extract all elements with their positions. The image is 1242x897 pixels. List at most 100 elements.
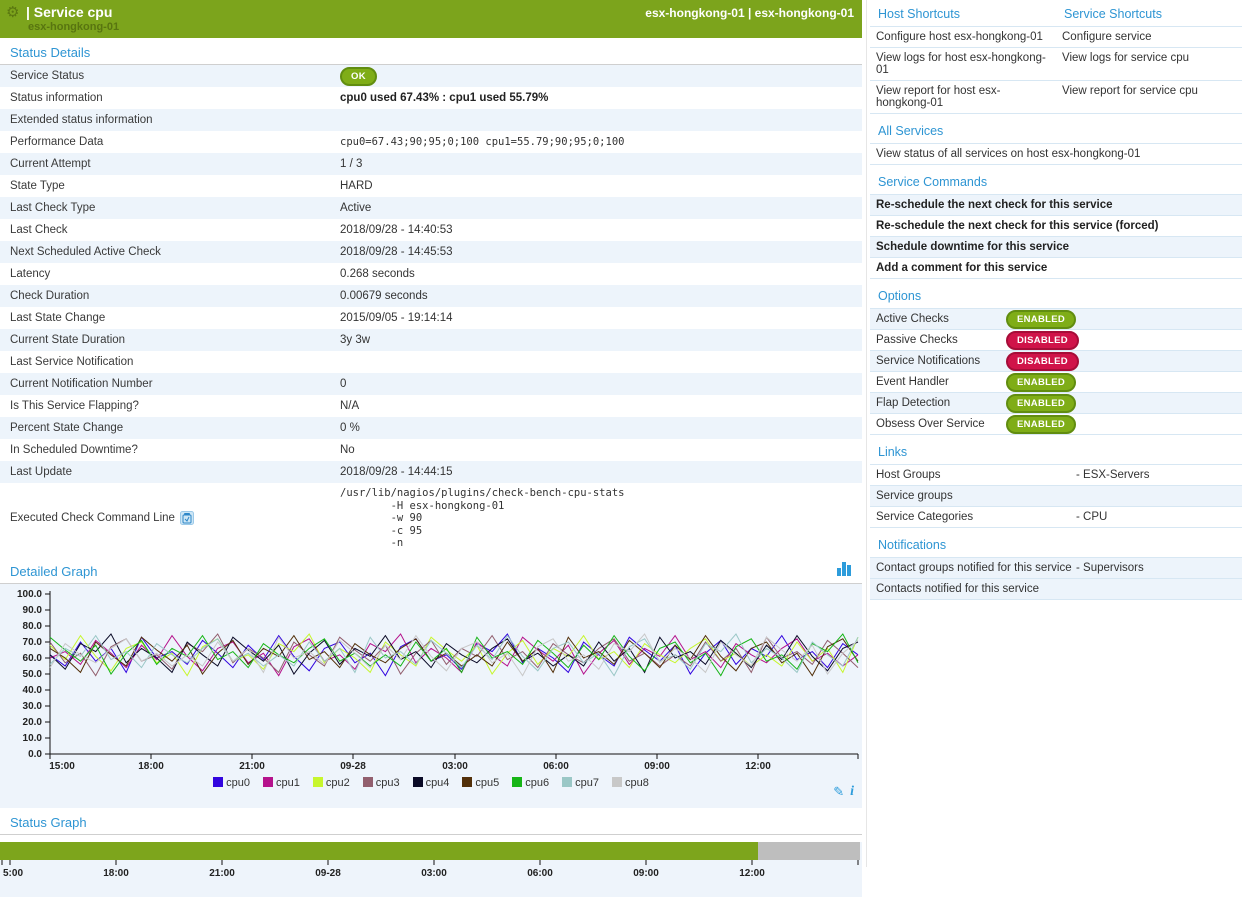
row-label: Last Check [0, 224, 340, 236]
edit-graph-icon[interactable]: ✎ [833, 783, 845, 799]
series-cpu2 [49, 632, 859, 677]
status-timeline-bar[interactable] [0, 841, 860, 860]
row-value: N/A [340, 400, 360, 412]
option-label: Active Checks [876, 313, 949, 325]
divider [0, 833, 862, 835]
row-label-text: State Type [10, 180, 65, 192]
info-icon[interactable]: i [850, 783, 854, 799]
row-label-text: Current Notification Number [10, 378, 153, 390]
row-label: In Scheduled Downtime? [0, 444, 340, 456]
row-label: Last Update [0, 466, 340, 478]
table-row: Executed Check Command Line/usr/lib/nagi… [0, 483, 862, 554]
header-host-link[interactable]: esx-hongkong-01 [28, 21, 120, 33]
header-breadcrumb[interactable]: esx-hongkong-01 | esx-hongkong-01 [645, 6, 854, 20]
link-value[interactable]: - CPU [1076, 511, 1108, 523]
option-row: Passive Checks DISABLED [870, 330, 1242, 351]
row-label-text: Service Status [10, 70, 85, 82]
row-label-text: Next Scheduled Active Check [10, 246, 161, 258]
row-label-text: Last Update [10, 466, 73, 478]
row-label: Performance Data [0, 136, 340, 148]
link-value[interactable]: - ESX-Servers [1076, 469, 1150, 481]
bar-chart-icon[interactable] [836, 561, 852, 579]
divider [0, 64, 862, 65]
all-services-link[interactable]: View status of all services on host esx-… [870, 143, 1242, 165]
svg-text:15:00: 15:00 [49, 761, 75, 770]
link-label: Service groups [876, 490, 953, 502]
row-value: 2018/09/28 - 14:44:15 [340, 466, 453, 478]
option-state-badge[interactable]: DISABLED [1006, 330, 1079, 350]
gear-icon[interactable]: ⚙ [6, 4, 20, 21]
page-title: | Service cpu [26, 4, 113, 20]
option-state-badge[interactable]: ENABLED [1006, 414, 1077, 434]
row-label: Status information [0, 92, 340, 104]
notification-value[interactable]: - Supervisors [1076, 562, 1144, 574]
row-label: Current State Duration [0, 334, 340, 346]
shortcut-link[interactable]: Configure service [1062, 31, 1152, 43]
notification-label: Contacts notified for this service [876, 583, 1039, 595]
service-header: ⚙ | Service cpu esx-hongkong-01 esx-hong… [0, 0, 862, 38]
row-label: Current Attempt [0, 158, 340, 170]
status-details-heading: Status Details [10, 45, 91, 60]
row-value: 3y 3w [340, 334, 371, 346]
table-row: Last Check 2018/09/28 - 14:40:53 [0, 219, 862, 241]
option-state-badge[interactable]: ENABLED [1006, 309, 1077, 329]
series-cpu1 [49, 632, 859, 677]
option-row: Obsess Over Service ENABLED [870, 414, 1242, 435]
service-command-link[interactable]: Re-schedule the next check for this serv… [870, 194, 1242, 216]
service-status-badge: OK [340, 66, 377, 86]
legend-item-cpu8: cpu8 [612, 776, 649, 789]
legend-swatch [612, 776, 622, 787]
service-commands-list: Re-schedule the next check for this serv… [870, 194, 1242, 279]
status-details-table: Service Status OK Status information cpu0 u… [0, 65, 862, 554]
row-label-text: Extended status information [10, 114, 153, 126]
row-value: 0.00679 seconds [340, 290, 428, 302]
legend-item-cpu7: cpu7 [562, 776, 599, 789]
link-label: Service Categories [876, 511, 974, 523]
links-heading: Links [878, 445, 908, 459]
cpu-line-chart: 0.0 10.0 20.0 30.0 40.0 50.0 60.0 70.0 80.0 90.0 1… [17, 589, 859, 772]
svg-text:21:00: 21:00 [209, 868, 235, 879]
legend-label: cpu6 [525, 776, 550, 789]
service-command-link[interactable]: Schedule downtime for this service [870, 237, 1242, 258]
options-heading: Options [878, 289, 922, 303]
shortcut-link[interactable]: View report for host esx-hongkong-01 [876, 85, 1001, 109]
host-shortcuts-heading: Host Shortcuts [878, 7, 960, 21]
right-panel: Host Shortcuts Service Shortcuts Configu… [870, 0, 1242, 600]
legend-swatch [412, 776, 423, 787]
status-graph-panel: 5:00 18:00 21:00 09-28 03:00 06:00 09:00 12:00 [0, 841, 862, 897]
option-row: Active Checks ENABLED [870, 308, 1242, 330]
svg-text:18:00: 18:00 [138, 761, 164, 770]
row-value: 2018/09/28 - 14:40:53 [340, 224, 453, 236]
option-state-badge[interactable]: ENABLED [1006, 372, 1077, 392]
row-label-text: In Scheduled Downtime? [10, 444, 138, 456]
svg-text:20.0: 20.0 [23, 717, 43, 728]
svg-text:03:00: 03:00 [442, 761, 468, 770]
table-row: Current Attempt 1 / 3 [0, 153, 862, 175]
shortcut-link[interactable]: View logs for service cpu [1062, 52, 1189, 64]
shortcut-row: Configure host esx-hongkong-01 Configure … [870, 27, 1242, 48]
column-divider [866, 0, 867, 867]
copy-command-icon[interactable] [179, 511, 194, 526]
service-command-link[interactable]: Re-schedule the next check for this serv… [870, 216, 1242, 237]
row-label: Current Notification Number [0, 378, 340, 390]
shortcut-link[interactable]: View report for service cpu [1062, 85, 1198, 97]
row-value: cpu0=67.43;90;95;0;100 cpu1=55.79;90;95;… [340, 136, 625, 148]
divider [0, 582, 862, 584]
row-label: Executed Check Command Line [0, 511, 340, 526]
row-label-text: Last Check [10, 224, 68, 236]
service-command-link[interactable]: Add a comment for this service [870, 258, 1242, 279]
option-label: Event Handler [876, 376, 949, 388]
shortcut-link[interactable]: View logs for host esx-hongkong-01 [876, 52, 1046, 76]
legend-swatch [312, 776, 323, 787]
table-row: Last Check Type Active [0, 197, 862, 219]
svg-text:60.0: 60.0 [23, 653, 43, 664]
notification-row: Contacts notified for this service [870, 579, 1242, 600]
option-state-badge[interactable]: DISABLED [1006, 351, 1079, 371]
table-row: Current Notification Number 0 [0, 373, 862, 395]
shortcut-link[interactable]: Configure host esx-hongkong-01 [876, 31, 1043, 43]
option-state-badge[interactable]: ENABLED [1006, 393, 1077, 413]
table-row: Performance Data cpu0=67.43;90;95;0;100 c… [0, 131, 862, 153]
table-row: Is This Service Flapping? N/A [0, 395, 862, 417]
table-row: Last Update 2018/09/28 - 14:44:15 [0, 461, 862, 483]
row-label: Percent State Change [0, 422, 340, 434]
